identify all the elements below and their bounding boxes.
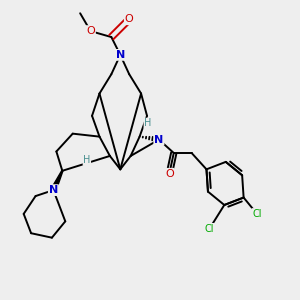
Text: N: N — [154, 135, 164, 145]
Text: H: H — [83, 155, 91, 165]
Text: O: O — [86, 26, 95, 36]
Text: O: O — [165, 169, 174, 179]
Text: Cl: Cl — [205, 224, 214, 234]
Text: N: N — [116, 50, 125, 60]
Text: Cl: Cl — [252, 209, 262, 219]
Text: H: H — [144, 118, 152, 128]
Text: N: N — [49, 185, 58, 195]
Text: O: O — [125, 14, 134, 24]
Polygon shape — [51, 171, 63, 191]
